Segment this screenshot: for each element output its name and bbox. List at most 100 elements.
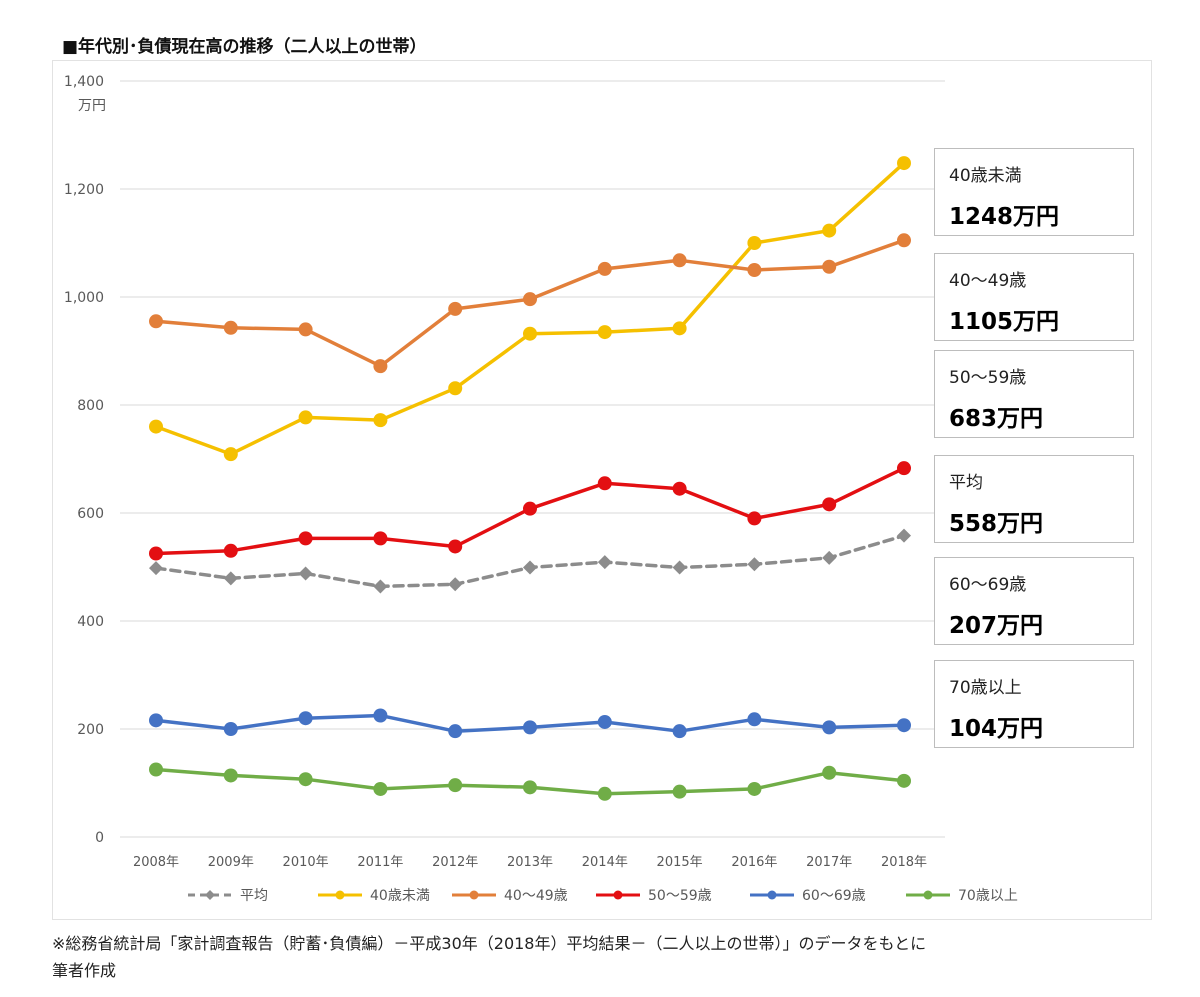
data-point [597, 786, 612, 801]
data-point [373, 781, 388, 796]
data-point [448, 539, 463, 554]
data-point [597, 714, 612, 729]
source-note: ※総務省統計局「家計調査報告（貯蓄･負債編）－平成30年（2018年）平均結果－… [52, 930, 1172, 984]
data-point [149, 561, 163, 576]
data-point [897, 773, 911, 788]
data-point [822, 223, 837, 238]
series-40歳未満 [149, 156, 911, 462]
callout-label: 40～49歳 [949, 271, 1027, 291]
data-point [672, 724, 687, 739]
callout-50s: 50～59歳 683万円 [934, 350, 1134, 438]
legend-marker [767, 890, 777, 900]
x-tick-label: 2013年 [507, 855, 553, 870]
data-point [373, 531, 388, 546]
data-point [597, 555, 612, 570]
callout-value: 1105万円 [949, 309, 1060, 335]
callout-label: 70歳以上 [949, 678, 1022, 698]
data-point [523, 501, 537, 516]
data-point [747, 236, 762, 250]
data-point [149, 419, 163, 434]
data-point [298, 711, 313, 726]
data-point [897, 718, 911, 733]
legend-item: 40歳未満 [318, 888, 430, 904]
data-point [298, 566, 313, 581]
series-lines [149, 156, 911, 801]
y-axis-unit: 万円 [78, 98, 106, 114]
legend-marker [205, 890, 215, 900]
x-tick-label: 2009年 [208, 855, 254, 870]
y-tick-label: 400 [77, 614, 104, 630]
data-point [523, 326, 537, 341]
legend-label: 平均 [240, 888, 268, 904]
legend-item: 40～49歳 [452, 888, 568, 904]
callout-label: 50～59歳 [949, 368, 1027, 388]
data-point [672, 784, 687, 799]
data-point [897, 528, 911, 543]
data-point [747, 781, 762, 796]
callout-label: 40歳未満 [949, 166, 1022, 186]
callout-label: 平均 [949, 473, 983, 493]
plot-frame [52, 60, 1152, 920]
callout-label: 60～69歳 [949, 575, 1027, 595]
callout-value: 558万円 [949, 511, 1044, 537]
y-tick-label: 200 [77, 722, 104, 738]
series-line [154, 161, 906, 456]
data-point [223, 722, 238, 736]
data-point [672, 321, 687, 336]
data-point [448, 724, 463, 739]
x-tick-label: 2011年 [357, 855, 403, 870]
data-point [672, 560, 687, 575]
data-point [448, 577, 463, 592]
series-50～59歳 [149, 461, 911, 561]
x-tick-label: 2012年 [432, 855, 478, 870]
y-tick-label: 800 [77, 398, 104, 414]
data-point [672, 481, 687, 496]
legend-item: 70歳以上 [906, 888, 1018, 904]
series-平均 [149, 528, 911, 594]
data-point [897, 156, 911, 171]
y-axis-ticks: 0 200 400 600 800 1,000 1,200 1,400 [64, 74, 104, 846]
data-point [747, 557, 762, 572]
data-point [597, 476, 612, 491]
callout-average: 平均 558万円 [934, 455, 1134, 543]
callout-value: 1248万円 [949, 204, 1060, 230]
legend-label: 60～69歳 [802, 888, 866, 904]
legend-marker [613, 890, 623, 900]
legend-item: 50～59歳 [596, 888, 712, 904]
data-point [822, 720, 837, 735]
x-tick-label: 2008年 [133, 855, 179, 870]
callout-70plus: 70歳以上 104万円 [934, 660, 1134, 748]
data-point [298, 531, 313, 546]
legend-item: 平均 [188, 888, 268, 904]
data-point [448, 301, 463, 316]
chart-title: ■年代別･負債現在高の推移（二人以上の世帯） [62, 37, 427, 57]
data-point [223, 447, 238, 462]
series-40～49歳 [149, 233, 911, 374]
data-point [747, 712, 762, 727]
source-note-line1: ※総務省統計局「家計調査報告（貯蓄･負債編）－平成30年（2018年）平均結果－… [52, 934, 927, 953]
legend-marker [923, 890, 933, 900]
data-point [822, 765, 837, 780]
data-point [747, 263, 762, 277]
legend-marker [469, 890, 479, 900]
callout-60s: 60～69歳 207万円 [934, 557, 1134, 645]
data-point [149, 546, 163, 561]
data-point [672, 253, 687, 268]
data-point [822, 497, 837, 512]
data-point [597, 261, 612, 276]
callout-under40: 40歳未満 1248万円 [934, 148, 1134, 236]
data-point [298, 772, 313, 787]
data-point [747, 511, 762, 526]
x-tick-label: 2018年 [881, 855, 927, 870]
data-point [448, 778, 463, 793]
source-note-line2: 筆者作成 [52, 961, 117, 980]
data-point [897, 233, 911, 248]
y-tick-label: 0 [95, 830, 104, 846]
data-point [597, 325, 612, 340]
series-70歳以上 [149, 762, 911, 801]
data-point [149, 762, 163, 777]
series-60～69歳 [149, 708, 911, 739]
callout-40s: 40～49歳 1105万円 [934, 253, 1134, 341]
data-point [149, 314, 163, 329]
data-point [298, 322, 313, 337]
